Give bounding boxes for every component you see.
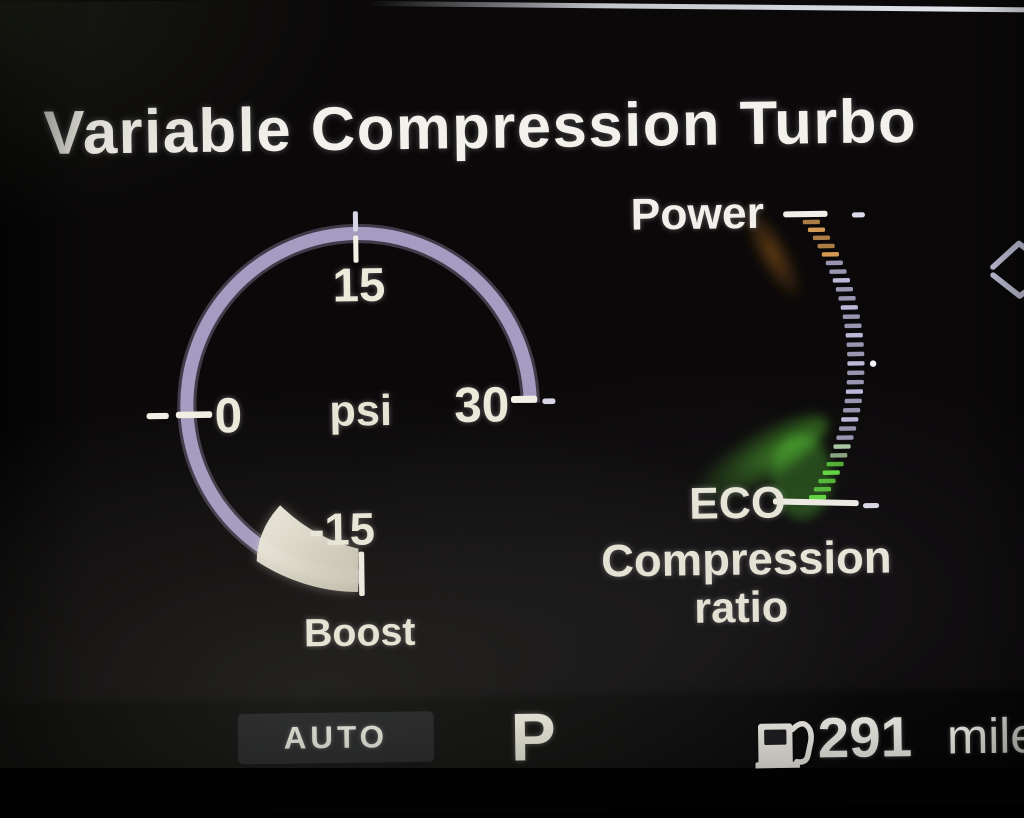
cr-segment xyxy=(822,470,840,475)
eco-label: ECO xyxy=(688,478,786,529)
cr-segment xyxy=(847,370,865,376)
fuel-range-value: 291 xyxy=(817,704,913,770)
cr-segment xyxy=(835,286,853,292)
cr-segment xyxy=(840,305,858,310)
cr-segment xyxy=(844,323,862,329)
cr-segment xyxy=(809,494,827,500)
cr-segment xyxy=(838,296,856,301)
cr-segment xyxy=(832,278,850,283)
cr-segment xyxy=(833,444,851,449)
fuel-range-unit: miles xyxy=(946,708,1024,765)
cr-segment xyxy=(802,219,820,225)
cr-segment xyxy=(846,379,864,385)
tick-right-outer-dash xyxy=(542,398,556,405)
tick-left-outer-dash xyxy=(146,412,169,420)
cr-segment xyxy=(841,417,859,422)
cr-segment xyxy=(847,361,865,366)
cr-segment xyxy=(844,398,862,404)
cluster-display: 15 0 30 -15 psi Boost Power ECO Compress… xyxy=(0,0,1024,776)
boost-gauge-title: Boost xyxy=(303,610,416,656)
cr-segment xyxy=(807,227,826,233)
cr-segment xyxy=(817,243,835,249)
cr-segment xyxy=(843,407,861,413)
cr-segment xyxy=(821,252,839,257)
compression-ratio-caption-line1: Compression xyxy=(600,531,892,587)
cr-segment xyxy=(812,235,831,241)
drive-mode-badge: AUTO xyxy=(237,711,435,765)
cr-segment xyxy=(847,351,865,357)
cr-segment xyxy=(830,453,848,458)
power-label: Power xyxy=(630,188,765,240)
cr-segment xyxy=(818,478,836,484)
cr-segment xyxy=(825,260,843,266)
fuel-pump-icon xyxy=(755,720,814,769)
cr-segment xyxy=(826,461,844,467)
cr-segment xyxy=(836,435,854,440)
boost-tick-label-0: 0 xyxy=(214,388,243,444)
drive-mode-label: AUTO xyxy=(283,718,389,756)
arc-side-dot xyxy=(869,360,877,367)
cr-segment xyxy=(838,426,857,431)
cr-segment xyxy=(845,389,864,394)
compression-ratio-caption-line2: ratio xyxy=(693,583,789,633)
chevron-up-down-icon[interactable] xyxy=(990,240,1024,299)
boost-unit-label: psi xyxy=(328,386,393,436)
power-tick-short-dash xyxy=(851,212,865,218)
tick-top-outer-dash xyxy=(352,211,359,232)
boost-tick-label-30: 30 xyxy=(453,377,510,434)
power-tick-dash xyxy=(783,210,828,218)
cr-segment xyxy=(845,332,863,338)
boost-tick-label-minus15: -15 xyxy=(308,502,376,556)
eco-tick-short-dash xyxy=(862,502,880,509)
cr-segment xyxy=(842,314,860,320)
page-title: Variable Compression Turbo xyxy=(43,86,918,168)
tick-bottom xyxy=(358,551,365,597)
cr-segment xyxy=(846,342,864,347)
boost-tick-label-15: 15 xyxy=(332,257,386,312)
gear-indicator: P xyxy=(510,699,557,776)
cr-segment xyxy=(813,486,832,492)
cr-segment xyxy=(829,269,847,274)
